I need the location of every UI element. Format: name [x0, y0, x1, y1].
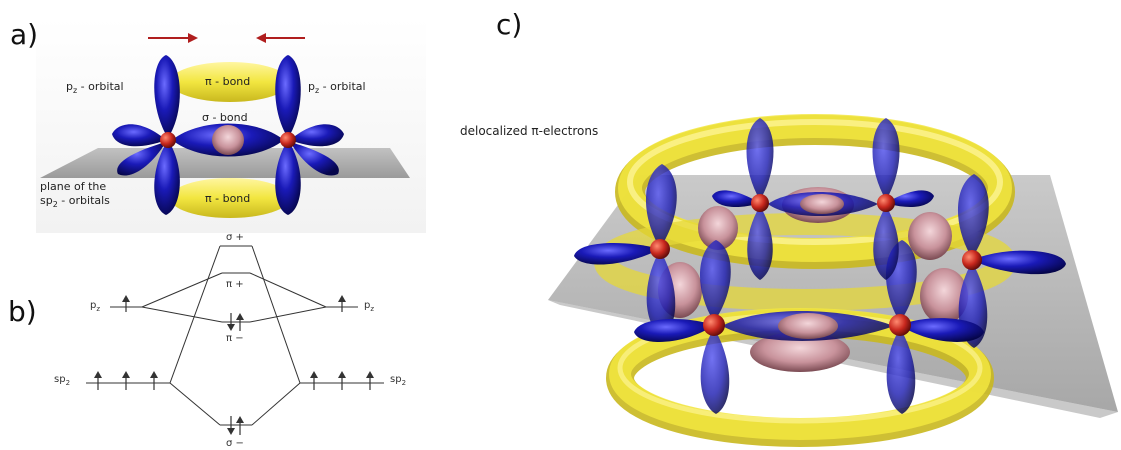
panel-b-diagram — [36, 238, 426, 448]
pz-right-energy-label: pz — [364, 300, 375, 313]
sigma-bond-c1c6 — [698, 206, 738, 250]
sigma-core-top — [800, 194, 844, 214]
pi-bond-top — [170, 62, 290, 102]
carbon-atom-5 — [703, 314, 725, 336]
sp2-lobe-right-lower — [290, 142, 339, 176]
panel-label-c: c) — [496, 8, 523, 41]
pz-orbital-left-label: pz - orbital — [66, 80, 124, 96]
sigma-bond-c3c4 — [920, 268, 968, 324]
corr-sp2-right-sigmaminus — [251, 382, 301, 426]
sigma-bond-core — [212, 125, 244, 155]
pz-orbital-right-lower-lobe — [275, 140, 301, 215]
pz-orbital-left-lower-lobe — [154, 140, 180, 215]
corr-sp2-left-sigmaplus — [169, 245, 221, 384]
carbon-atom-3 — [962, 250, 982, 270]
sigma-bond-label: σ - bond — [202, 111, 248, 124]
panel-c-diagram — [548, 114, 1118, 447]
sigma-minus-label: σ − — [226, 438, 244, 449]
sigma-bond-c4c5 — [750, 332, 850, 372]
panel-label-b: b) — [8, 295, 37, 328]
corr-sp2-right-sigmaplus — [251, 245, 301, 384]
pz-orbital-right-label: pz - orbital — [308, 80, 366, 96]
sp2-left-energy-label: sp2 — [54, 374, 71, 387]
sigma-plus-label: σ + — [226, 232, 244, 243]
pi-plus-label: π + — [226, 279, 244, 290]
pi-bond-bottom-label: π - bond — [205, 192, 251, 205]
sp2-lobe-right-upper — [290, 124, 344, 147]
carbon-atom-4 — [889, 314, 911, 336]
sp2-lobe-left-upper — [112, 124, 166, 147]
pi-minus-label: π − — [226, 333, 244, 344]
carbon-atom-6 — [650, 239, 670, 259]
sigma-core-bottom — [778, 313, 838, 339]
pz-orbital-right-upper-lobe — [275, 55, 301, 138]
corr-pz-left-piminus — [141, 306, 223, 323]
carbon-atom-1 — [751, 194, 769, 212]
carbon-atom-left — [160, 132, 176, 148]
corr-sp2-left-sigmaminus — [169, 382, 221, 426]
sigma-bond-c2c3 — [908, 212, 952, 260]
pz-orbital-left-upper-lobe — [154, 55, 180, 138]
pz-left-energy-label: pz — [90, 300, 101, 313]
corr-pz-right-piplus — [249, 272, 327, 308]
delocalized-electrons-label: delocalized π-electrons — [460, 124, 599, 138]
carbon-atom-2 — [877, 194, 895, 212]
pi-bond-top-label: π - bond — [205, 75, 251, 88]
plane-label: plane of the sp2 - orbitals — [40, 180, 110, 210]
pi-bond-bottom — [170, 178, 290, 218]
sp2-lobe-left-lower — [117, 142, 166, 176]
panel-a-diagram — [36, 18, 426, 233]
panel-label-a: a) — [10, 18, 39, 51]
electron-arrows — [94, 295, 374, 435]
corr-pz-left-piplus — [141, 272, 223, 308]
compression-arrow-left — [148, 33, 198, 43]
corr-pz-right-piminus — [249, 306, 327, 323]
benzene-carbon-atoms — [650, 194, 982, 336]
carbon-atom-right — [280, 132, 296, 148]
pi-ring-top — [615, 114, 1015, 269]
compression-arrow-right — [256, 33, 305, 43]
sp2-right-energy-label: sp2 — [390, 374, 407, 387]
